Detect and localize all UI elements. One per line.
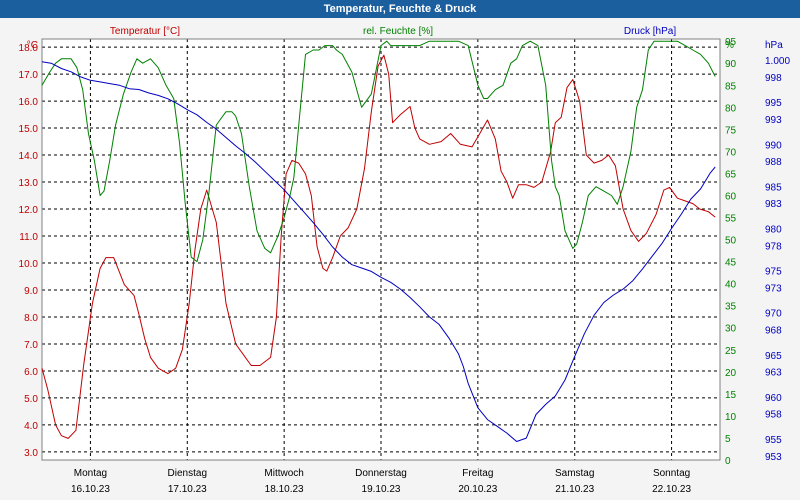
humidity-tick-label: 10 bbox=[725, 412, 737, 423]
humidity-unit-label: % bbox=[725, 40, 734, 51]
pressure-tick-label: 998 bbox=[765, 73, 782, 84]
temperature-tick-label: 17.0 bbox=[19, 70, 39, 81]
pressure-tick-label: 970 bbox=[765, 309, 782, 320]
x-tick-date-label: 17.10.23 bbox=[168, 484, 207, 495]
x-tick-date-label: 22.10.23 bbox=[652, 484, 691, 495]
humidity-tick-label: 15 bbox=[725, 390, 737, 401]
temperature-tick-label: 15.0 bbox=[19, 124, 39, 135]
humidity-tick-label: 5 bbox=[725, 434, 731, 445]
pressure-unit-label: hPa bbox=[765, 40, 783, 51]
x-tick-day-label: Dienstag bbox=[168, 468, 207, 479]
pressure-axis-label: Druck [hPa] bbox=[624, 26, 676, 37]
humidity-tick-label: 80 bbox=[725, 103, 737, 114]
pressure-tick-label: 973 bbox=[765, 283, 782, 294]
temperature-axis-label: Temperatur [°C] bbox=[110, 26, 180, 37]
humidity-tick-label: 25 bbox=[725, 346, 737, 357]
humidity-tick-label: 30 bbox=[725, 324, 737, 335]
pressure-tick-label: 993 bbox=[765, 115, 782, 126]
temperature-tick-label: 12.0 bbox=[19, 205, 39, 216]
series-line-pressure bbox=[41, 61, 716, 442]
humidity-tick-label: 55 bbox=[725, 214, 737, 225]
plot-frame bbox=[41, 38, 721, 461]
pressure-tick-label: 965 bbox=[765, 351, 782, 362]
series-line-humidity bbox=[41, 40, 716, 263]
humidity-axis-label: rel. Feuchte [%] bbox=[363, 26, 433, 37]
temperature-tick-label: 11.0 bbox=[19, 232, 38, 243]
temperature-tick-label: 10.0 bbox=[19, 259, 39, 270]
pressure-tick-label: 980 bbox=[765, 224, 782, 235]
x-tick-day-label: Donnerstag bbox=[355, 468, 407, 479]
pressure-tick-label: 953 bbox=[765, 452, 782, 463]
pressure-tick-label: 990 bbox=[765, 140, 782, 151]
humidity-tick-label: 50 bbox=[725, 236, 737, 247]
x-tick-date-label: 19.10.23 bbox=[362, 484, 401, 495]
humidity-tick-label: 40 bbox=[725, 280, 737, 291]
x-tick-day-label: Samstag bbox=[555, 468, 594, 479]
pressure-tick-label: 995 bbox=[765, 98, 782, 109]
temperature-unit-label: °C bbox=[27, 40, 38, 51]
pressure-tick-label: 955 bbox=[765, 435, 782, 446]
temperature-tick-label: 8.0 bbox=[24, 313, 38, 324]
x-tick-day-label: Freitag bbox=[462, 468, 493, 479]
temperature-tick-label: 6.0 bbox=[24, 367, 38, 378]
temperature-tick-label: 9.0 bbox=[24, 286, 38, 297]
pressure-tick-label: 983 bbox=[765, 199, 782, 210]
series-line-temperature bbox=[41, 54, 716, 439]
humidity-tick-label: 65 bbox=[725, 169, 737, 180]
x-tick-date-label: 20.10.23 bbox=[458, 484, 497, 495]
pressure-tick-label: 985 bbox=[765, 182, 782, 193]
humidity-tick-label: 85 bbox=[725, 81, 737, 92]
temperature-tick-label: 16.0 bbox=[19, 97, 39, 108]
humidity-tick-label: 90 bbox=[725, 59, 737, 70]
pressure-tick-label: 958 bbox=[765, 410, 782, 421]
humidity-tick-label: 95 bbox=[725, 37, 737, 48]
x-tick-day-label: Montag bbox=[74, 468, 107, 479]
window-title: Temperatur, Feuchte & Druck bbox=[0, 0, 800, 18]
x-tick-day-label: Sonntag bbox=[653, 468, 690, 479]
humidity-tick-label: 45 bbox=[725, 258, 737, 269]
x-tick-date-label: 16.10.23 bbox=[71, 484, 110, 495]
humidity-tick-label: 20 bbox=[725, 368, 737, 379]
humidity-tick-label: 35 bbox=[725, 302, 737, 313]
pressure-tick-label: 988 bbox=[765, 157, 782, 168]
pressure-tick-label: 1.000 bbox=[765, 56, 790, 67]
pressure-tick-label: 978 bbox=[765, 241, 782, 252]
humidity-tick-label: 60 bbox=[725, 191, 737, 202]
humidity-tick-label: 0 bbox=[725, 456, 731, 467]
temperature-tick-label: 3.0 bbox=[24, 448, 38, 459]
pressure-tick-label: 968 bbox=[765, 325, 782, 336]
x-tick-date-label: 21.10.23 bbox=[555, 484, 594, 495]
temperature-tick-label: 14.0 bbox=[19, 151, 39, 162]
pressure-tick-label: 960 bbox=[765, 393, 782, 404]
pressure-tick-label: 963 bbox=[765, 368, 782, 379]
temperature-tick-label: 7.0 bbox=[24, 340, 38, 351]
temperature-tick-label: 13.0 bbox=[19, 178, 39, 189]
pressure-tick-label: 975 bbox=[765, 267, 782, 278]
temperature-tick-label: 4.0 bbox=[24, 421, 38, 432]
temperature-tick-label: 18.0 bbox=[19, 43, 39, 54]
x-tick-date-label: 18.10.23 bbox=[265, 484, 304, 495]
humidity-tick-label: 70 bbox=[725, 147, 737, 158]
temperature-tick-label: 5.0 bbox=[24, 394, 38, 405]
x-tick-day-label: Mittwoch bbox=[264, 468, 303, 479]
humidity-tick-label: 75 bbox=[725, 125, 737, 136]
